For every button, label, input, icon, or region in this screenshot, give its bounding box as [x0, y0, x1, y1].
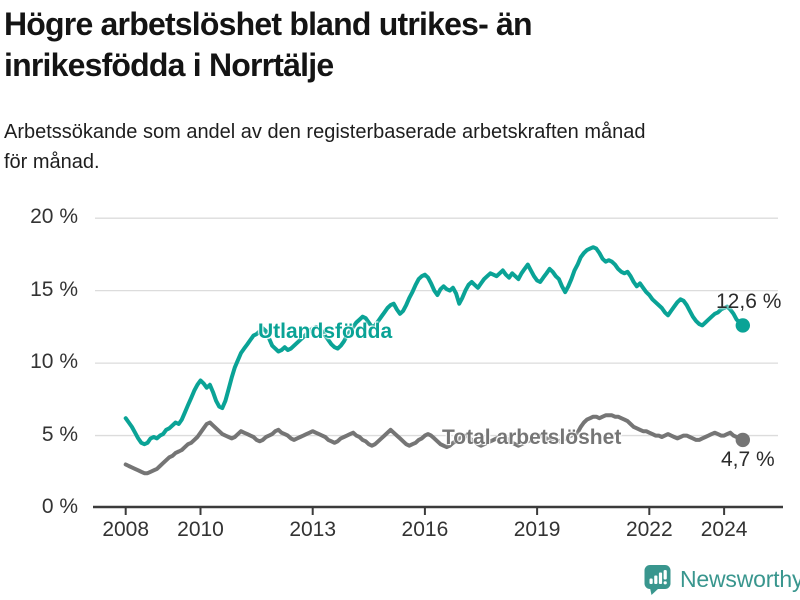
x-tick-label: 2013: [289, 518, 337, 541]
newsworthy-logo-icon: [644, 564, 671, 595]
value-label-total-arbetsloshet: 4,7 %: [721, 448, 775, 471]
y-tick-label: 20 %: [30, 205, 78, 229]
series-line-utlandsf-dda: [123, 245, 745, 447]
brand-name: Newsworthy: [680, 565, 800, 592]
y-tick-label: 10 %: [30, 350, 78, 374]
value-label-utlandsfodda: 12,6 %: [716, 290, 782, 313]
x-tick-label: 2022: [625, 518, 673, 541]
series-label-utlandsfodda: Utlandsfödda: [258, 320, 393, 343]
series-label-total-arbetsloshet: Total arbetslöshet: [442, 426, 622, 449]
end-dot-total-arbetsl-shet: [735, 432, 751, 448]
y-tick-label: 0 %: [41, 495, 78, 518]
y-tick-label: 15 %: [30, 277, 78, 301]
y-tick-label: 5 %: [41, 422, 78, 446]
end-dot-utlandsf-dda: [735, 318, 751, 333]
x-tick-label: 2019: [513, 518, 561, 541]
series-line-total-arbetsl-shet: [123, 413, 745, 476]
chart-subtitle: Arbetssökande som andel av den registerb…: [4, 121, 646, 173]
page-title: Högre arbetslöshet bland utrikes- än inr…: [4, 6, 533, 83]
x-tick-label: 2010: [177, 518, 224, 541]
x-tick-label: 2016: [401, 518, 449, 541]
x-tick-label: 2008: [102, 518, 150, 541]
x-tick-label: 2024: [700, 518, 748, 541]
newsworthy-logo[interactable]: Newsworthy: [644, 563, 800, 595]
